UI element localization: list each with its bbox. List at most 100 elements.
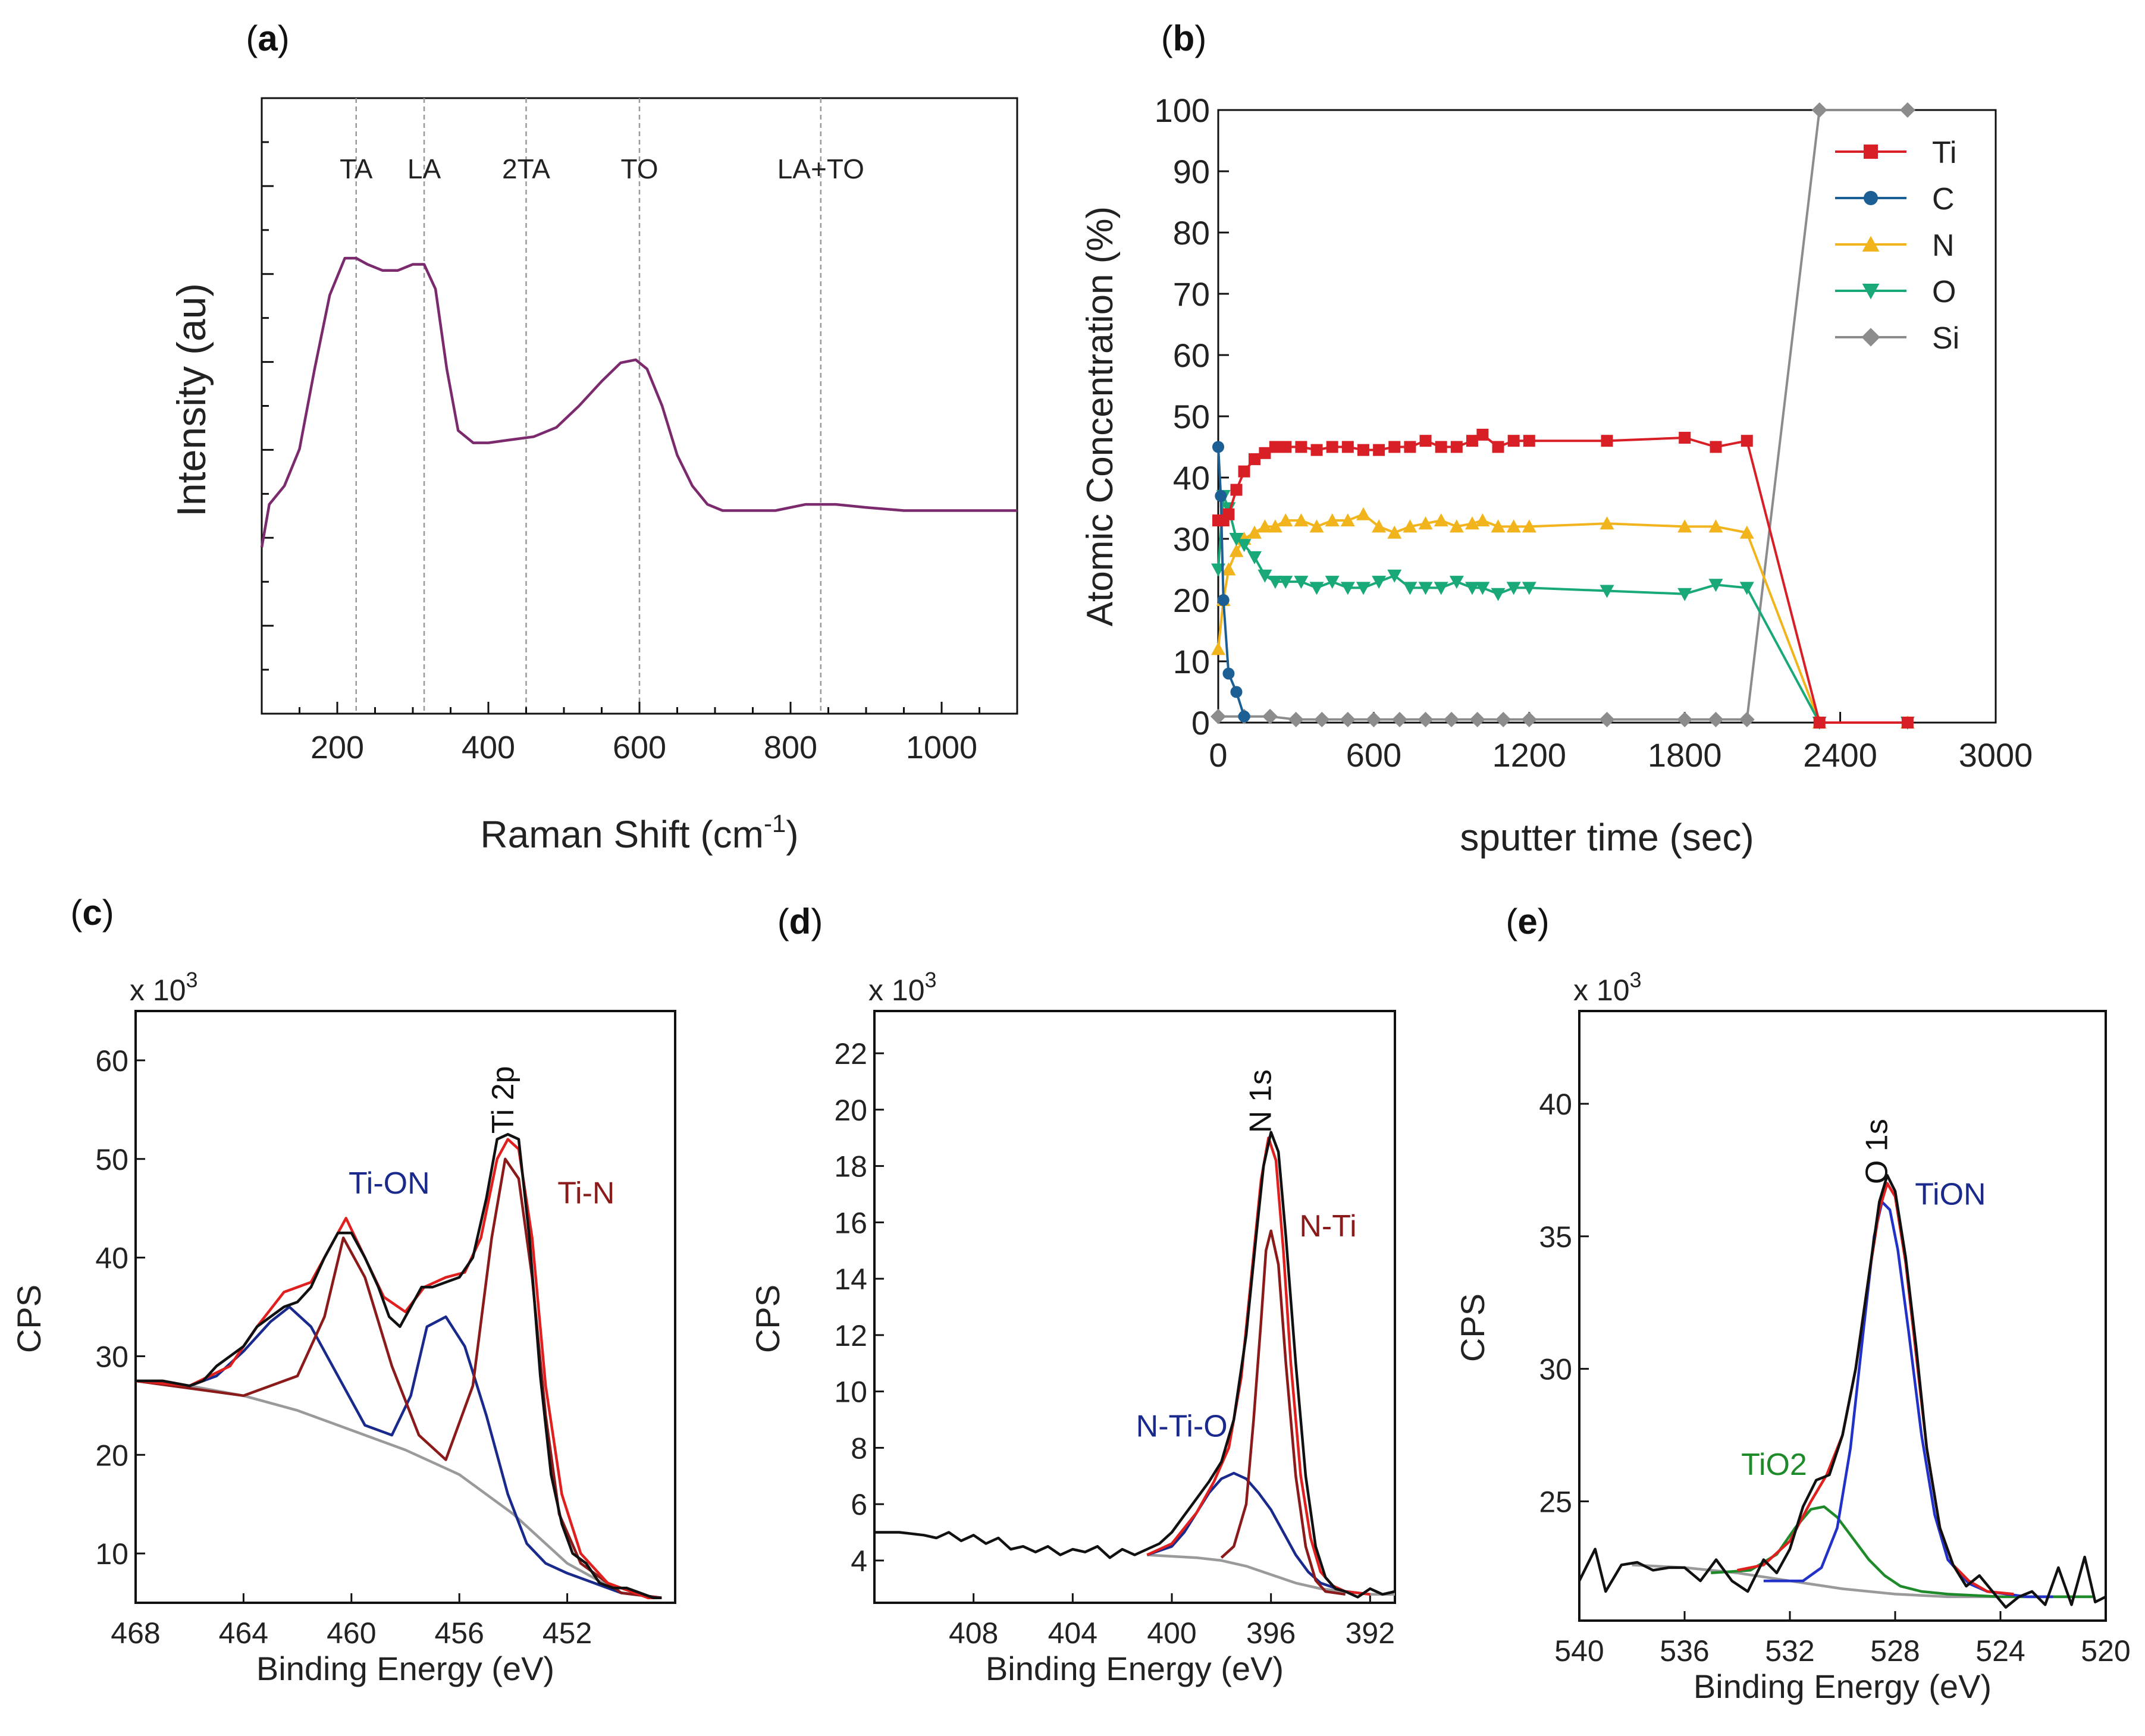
data-point-n — [1491, 519, 1506, 533]
y-tick-label: 50 — [1173, 398, 1210, 435]
y-tick-label: 25 — [1539, 1485, 1572, 1518]
data-point-n — [1387, 525, 1402, 539]
panel-label-open: ( — [777, 902, 789, 941]
plot-frame — [873, 1010, 1396, 1604]
x-tick-label: 392 — [1346, 1616, 1395, 1650]
axis-multiplier: x 103 — [1573, 968, 1642, 1007]
series-line-tio2 — [1711, 1505, 2093, 1599]
legend-label: Si — [1932, 321, 1959, 356]
band-label: LA+TO — [777, 153, 864, 184]
data-point-ti — [1741, 435, 1753, 447]
series-line-measured — [874, 1131, 1395, 1599]
data-point-n — [1247, 525, 1262, 539]
x-tick-label: 520 — [2081, 1634, 2130, 1668]
data-point-ti — [1295, 441, 1307, 453]
data-point-c — [1212, 441, 1224, 453]
legend-marker — [1864, 145, 1878, 159]
multiplier-base: x 10 — [130, 974, 186, 1007]
data-point-o — [1387, 569, 1402, 583]
data-point-n — [1506, 519, 1521, 533]
panel-label-close: ) — [1538, 902, 1550, 941]
data-point-o — [1356, 582, 1371, 595]
peak-label: TiO2 — [1741, 1448, 1807, 1482]
y-tick-label: 70 — [1173, 275, 1210, 313]
panel-label: (c) — [70, 893, 114, 933]
y-tick-label: 60 — [95, 1044, 128, 1078]
data-point-o — [1491, 588, 1506, 601]
series-line-envelope-fit- — [1146, 1136, 1371, 1596]
data-point-n — [1268, 519, 1282, 533]
data-point-o — [1506, 582, 1521, 595]
y-tick-label: 60 — [1173, 337, 1210, 374]
legend-label: O — [1932, 275, 1956, 309]
panel-label-letter: c — [82, 893, 102, 933]
y-tick-label: 80 — [1173, 214, 1210, 252]
data-point-si — [1211, 708, 1226, 724]
peak-label: Ti 2p — [486, 1066, 520, 1134]
y-tick-label: 50 — [95, 1143, 128, 1176]
data-point-o — [1465, 582, 1479, 595]
y-axis-title: CPS — [749, 1285, 786, 1353]
plot-frame — [1578, 1010, 2107, 1622]
data-point-o — [1418, 582, 1433, 595]
data-point-si — [1444, 711, 1460, 727]
data-point-n — [1294, 513, 1309, 527]
data-point-n — [1739, 525, 1754, 539]
peak-label: N-Ti — [1299, 1209, 1356, 1244]
panel-label-open: ( — [246, 18, 258, 58]
data-point-n — [1677, 519, 1692, 533]
axis-multiplier: x 103 — [868, 968, 937, 1007]
peak-label: N 1s — [1244, 1069, 1278, 1133]
plot-frame — [134, 1010, 676, 1604]
series-line-envelope-fit- — [1737, 1182, 2014, 1596]
data-point-o — [1677, 588, 1692, 601]
data-point-si — [1521, 711, 1537, 727]
data-point-ti — [1388, 441, 1401, 453]
x-tick-label: 0 — [1209, 736, 1227, 774]
data-point-o — [1309, 582, 1324, 595]
data-point-n — [1325, 513, 1340, 527]
panel-label: (e) — [1506, 902, 1549, 941]
x-tick-label: 408 — [949, 1616, 998, 1650]
peak-label: TiON — [1915, 1177, 1986, 1211]
data-point-n — [1229, 544, 1244, 557]
x-tick-label: 528 — [1870, 1634, 1920, 1668]
data-point-ti — [1523, 435, 1535, 447]
y-tick-label: 4 — [851, 1544, 867, 1578]
y-tick-label: 14 — [834, 1263, 867, 1296]
x-tick-label: 456 — [434, 1616, 484, 1650]
y-tick-label: 10 — [834, 1376, 867, 1409]
x-tick-label: 524 — [1975, 1634, 2025, 1668]
data-point-ti — [1259, 447, 1271, 459]
data-point-n — [1356, 507, 1371, 520]
y-tick-label: 30 — [95, 1340, 128, 1373]
data-point-ti — [1450, 441, 1463, 453]
data-point-o — [1372, 576, 1387, 589]
y-tick-label: 20 — [1173, 582, 1210, 619]
data-point-ti — [1269, 441, 1281, 453]
panel-label-open: ( — [1161, 18, 1173, 58]
data-point-o — [1434, 582, 1448, 595]
x-axis-title-sup: -1 — [764, 809, 786, 837]
y-tick-label: 20 — [834, 1094, 867, 1127]
data-point-ti — [1326, 441, 1338, 453]
data-point-o — [1257, 569, 1272, 583]
x-tick-label: 400 — [1147, 1616, 1196, 1650]
data-point-si — [1418, 711, 1434, 727]
legend-marker — [1861, 328, 1880, 347]
data-point-ti — [1280, 441, 1292, 453]
x-axis-title: Binding Energy (eV) — [986, 1650, 1284, 1687]
data-point-ti — [1419, 435, 1432, 447]
x-tick-label: 200 — [311, 730, 364, 765]
y-tick-label: 18 — [834, 1150, 867, 1184]
x-tick-label: 600 — [613, 730, 666, 765]
x-tick-label: 536 — [1660, 1634, 1709, 1668]
data-point-o — [1475, 582, 1490, 595]
data-point-o — [1237, 539, 1252, 552]
y-tick-label: 40 — [1173, 459, 1210, 497]
x-axis-title-main: Raman Shift (cm — [480, 813, 764, 856]
data-point-ti — [1238, 465, 1250, 478]
x-tick-label: 460 — [327, 1616, 376, 1650]
data-point-si — [1262, 708, 1278, 724]
panel-b: (b) 0 10 20 30 40 50 60 70 80 90 100 0 600 1200 1800 240… — [1080, 18, 2033, 859]
